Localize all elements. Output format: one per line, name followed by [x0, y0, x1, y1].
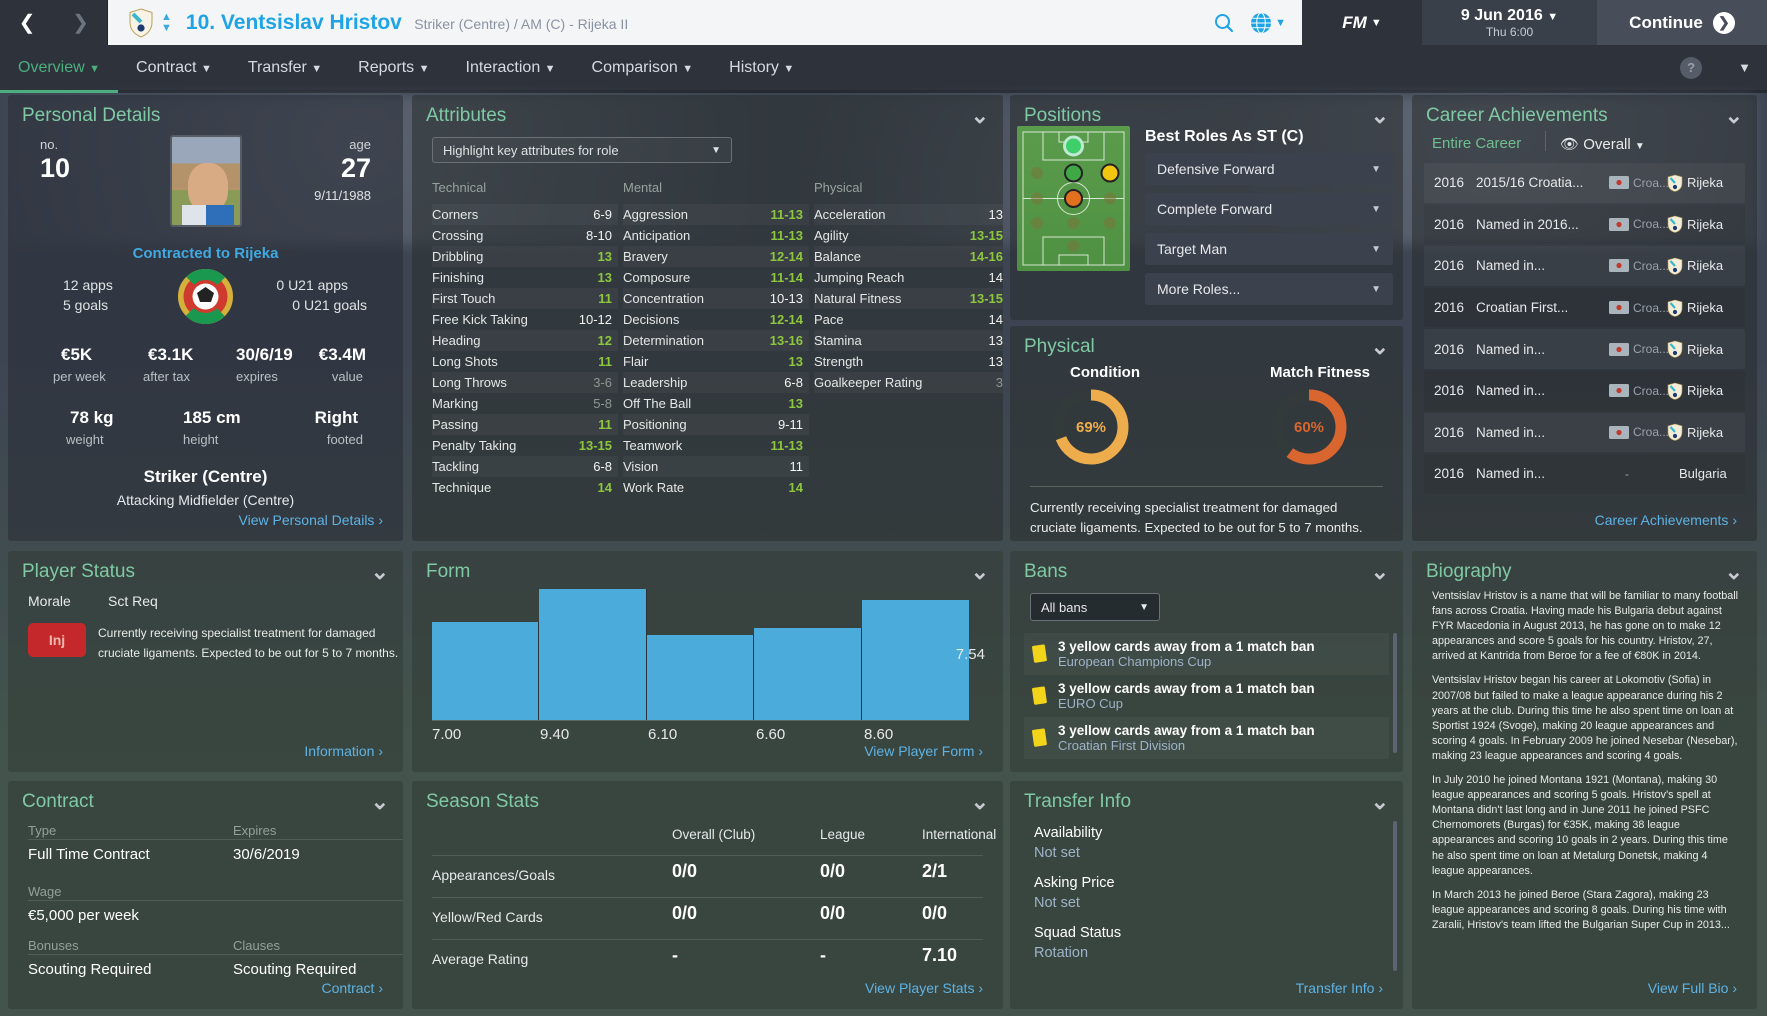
svg-text:69%: 69% — [1076, 419, 1106, 436]
svg-text:60%: 60% — [1294, 419, 1324, 436]
